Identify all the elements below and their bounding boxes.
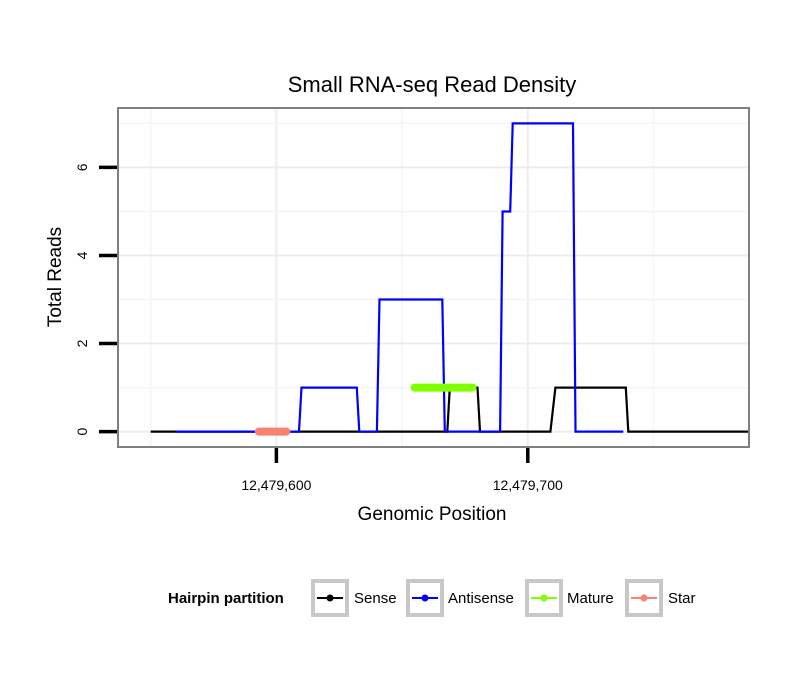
legend-item-star: Star bbox=[625, 579, 696, 617]
y-axis-tick-label: 6 bbox=[74, 163, 90, 171]
legend-key-dot bbox=[640, 594, 648, 602]
legend-title: Hairpin partition bbox=[168, 590, 284, 607]
y-axis-title: Total Reads bbox=[45, 227, 66, 327]
x-axis-tick-label: 12,479,600 bbox=[241, 477, 311, 493]
legend-item-sense: Sense bbox=[311, 579, 397, 617]
legend-key-dot bbox=[421, 594, 429, 602]
legend-key-dot bbox=[540, 594, 548, 602]
legend-label: Sense bbox=[354, 590, 397, 607]
y-axis-tick-label: 4 bbox=[74, 251, 90, 259]
legend-item-antisense: Antisense bbox=[406, 579, 514, 617]
y-axis: 0 2 4 6 bbox=[74, 163, 117, 435]
plot-panel-background bbox=[118, 108, 749, 447]
series-line-antisense bbox=[175, 122, 624, 433]
y-axis-tick-label: 0 bbox=[74, 427, 90, 435]
x-axis: 12,479,600 12,479,700 bbox=[241, 448, 563, 493]
plot-panel-border bbox=[117, 107, 750, 448]
legend-label: Mature bbox=[567, 590, 614, 607]
y-axis-tick-label: 2 bbox=[74, 339, 90, 347]
x-axis-tick-label: 12,479,700 bbox=[493, 477, 563, 493]
legend-key-dot bbox=[326, 594, 334, 602]
legend-label: Antisense bbox=[448, 590, 514, 607]
legend-label: Star bbox=[668, 590, 696, 607]
data-series bbox=[150, 122, 748, 436]
legend: Hairpin partition Sense Antisense Mature St… bbox=[168, 579, 696, 617]
legend-item-mature: Mature bbox=[525, 579, 614, 617]
x-axis-title: Genomic Position bbox=[358, 504, 507, 525]
chart-title: Small RNA-seq Read Density bbox=[288, 72, 577, 97]
